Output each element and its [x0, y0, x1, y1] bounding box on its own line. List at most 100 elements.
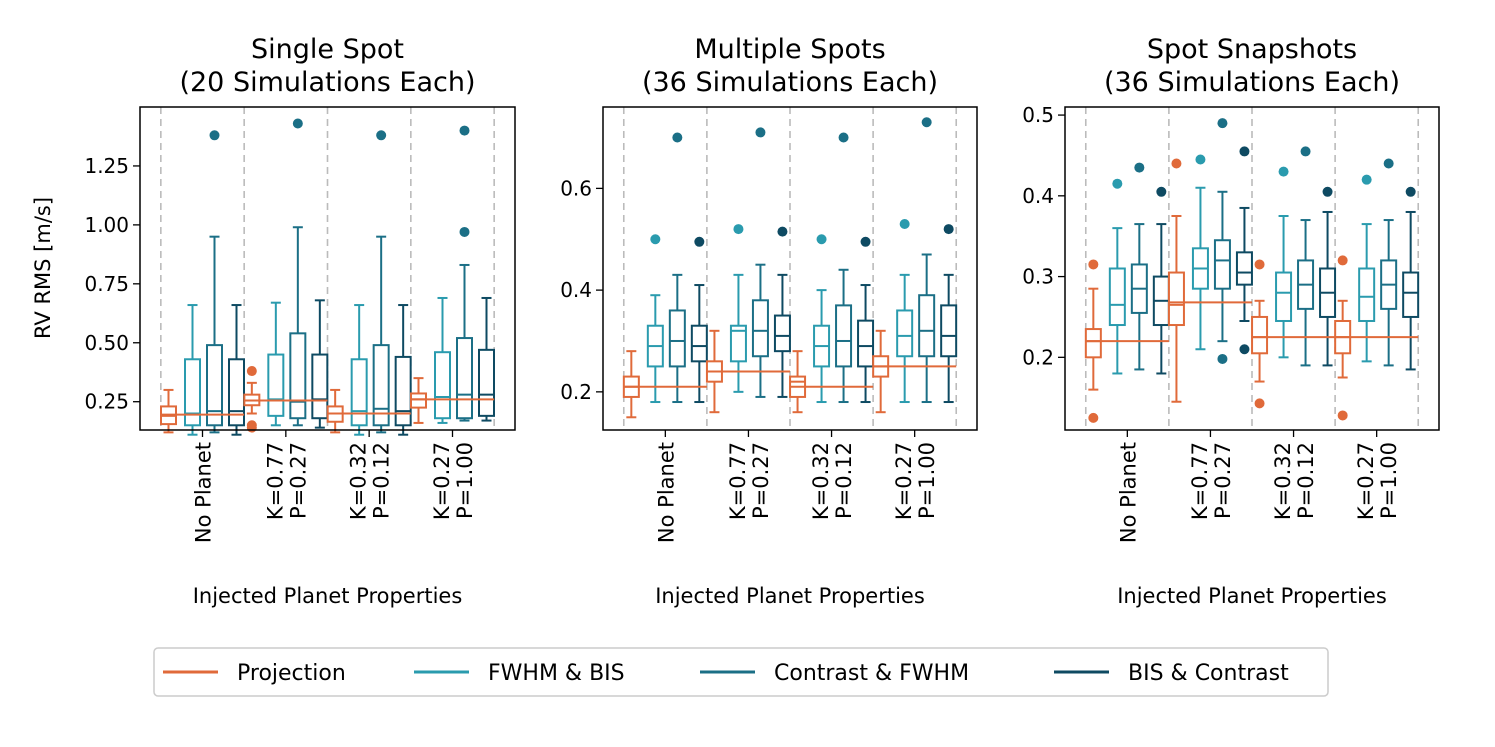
box-1	[1084, 259, 1102, 423]
box-body	[311, 353, 329, 420]
box-3	[1380, 158, 1398, 367]
outlier-point	[672, 132, 683, 143]
outlier-point	[1112, 178, 1123, 189]
y-axis-label: RV RMS [m/s]	[31, 197, 55, 339]
outlier-point	[755, 127, 766, 138]
x-tick-label-line: P=1.00	[453, 442, 477, 519]
box-4	[1402, 186, 1420, 371]
box-body	[410, 392, 427, 409]
outlier-point	[1337, 410, 1348, 421]
box-3	[1213, 118, 1231, 364]
box-3	[668, 132, 686, 404]
panel-1: Single Spot(20 Simulations Each) 0.25 0.50…	[84, 34, 516, 608]
x-tick-label-line: P=0.12	[370, 442, 394, 519]
x-tick-label-line: K=0.77	[726, 442, 750, 520]
x-tick-label: No Planet	[192, 442, 216, 543]
box-body	[206, 344, 223, 427]
panel-title-line: Single Spot	[251, 34, 404, 65]
outlier-point	[1239, 146, 1250, 157]
outlier-point	[1405, 186, 1416, 197]
outlier-point	[1088, 259, 1099, 270]
y-tick-label: 0.25	[84, 390, 129, 414]
outlier-point	[246, 366, 257, 377]
outlier-point	[1171, 158, 1182, 169]
x-tick-label: K=0.27 P=1.00	[430, 442, 477, 520]
box-2	[1275, 166, 1293, 359]
box-body	[267, 353, 285, 417]
outlier-point	[1322, 186, 1333, 197]
axes-frame	[139, 106, 516, 431]
legend-label: Contrast & FWHM	[774, 661, 969, 686]
outlier-point	[376, 130, 387, 141]
outlier-point	[1156, 186, 1167, 197]
box-body	[434, 351, 451, 420]
box-body	[729, 324, 747, 363]
x-tick-label: K=0.77 P=0.27	[263, 442, 310, 520]
outlier-point	[1217, 353, 1228, 364]
panels: Single Spot(20 Simulations Each) 0.25 0.5 0…	[84, 34, 1440, 608]
box-3	[456, 125, 473, 422]
box-body	[1402, 271, 1420, 318]
box-body	[940, 304, 958, 358]
x-tick-label-line: K=0.27	[892, 442, 916, 520]
axes-frame	[1064, 106, 1440, 431]
box-1	[622, 350, 640, 419]
box-1	[410, 377, 427, 424]
x-tick-label: No Planet	[654, 442, 678, 543]
y-tick-label: 0.75	[84, 272, 129, 296]
x-tick-label: K=0.77 P=0.27	[1188, 442, 1235, 520]
y-tick-label: 0.5	[1022, 103, 1054, 127]
panel-title-line: (20 Simulations Each)	[179, 67, 475, 98]
x-tick-label: K=0.27 P=1.00	[1354, 442, 1401, 520]
box-2	[729, 224, 747, 393]
box-4	[311, 299, 329, 429]
box-4	[857, 236, 875, 404]
outlier-point	[838, 132, 849, 143]
axes-frame	[602, 106, 978, 431]
box-body	[350, 358, 368, 427]
x-axis-label: Injected Planet Properties	[1117, 584, 1387, 608]
legend: Projection FWHM & BIS Contrast & FWHM BIS &…	[153, 647, 1329, 697]
box-body	[1167, 271, 1185, 327]
box-body	[372, 344, 390, 427]
outlier-point	[459, 125, 470, 136]
x-tick-label-line: P=0.12	[1294, 442, 1318, 519]
outlier-point	[733, 224, 744, 235]
box-2	[350, 304, 368, 436]
box-2	[896, 218, 914, 404]
outlier-point	[1239, 344, 1250, 355]
x-tick-label-line: K=0.77	[1188, 442, 1212, 520]
x-axis-label: Injected Planet Properties	[655, 584, 925, 608]
box-3	[206, 130, 223, 434]
box-body	[857, 319, 875, 368]
box-2	[1191, 154, 1209, 351]
outlier-point	[816, 234, 827, 245]
box-body	[184, 358, 201, 427]
outlier-point	[694, 236, 705, 247]
box-2	[267, 301, 285, 427]
panel-title-line: (36 Simulations Each)	[642, 67, 938, 98]
x-tick-label-line: K=0.32	[1271, 442, 1295, 520]
outlier-point	[650, 234, 661, 245]
y-tick-label: 1.00	[84, 213, 129, 237]
box-2	[434, 296, 451, 424]
box-body	[1235, 251, 1253, 286]
x-tick-label: K=0.77 P=0.27	[726, 442, 773, 520]
legend-label: Projection	[237, 661, 346, 686]
y-tick-label: 0.4	[1022, 184, 1054, 208]
box-body	[394, 355, 412, 427]
x-tick-label: No Planet	[1116, 442, 1140, 543]
x-tick-label-line: K=0.77	[263, 442, 287, 520]
x-tick-label-line: P=0.12	[832, 442, 856, 519]
box-2	[813, 234, 831, 404]
box-body	[773, 314, 791, 353]
outlier-point	[459, 226, 470, 237]
box-4	[940, 224, 958, 404]
box-body	[1108, 267, 1126, 327]
outlier-point	[1088, 412, 1099, 423]
x-tick-label-line: No Planet	[1116, 442, 1140, 543]
outlier-point	[209, 130, 220, 141]
box-3	[1297, 146, 1315, 367]
legend-label: BIS & Contrast	[1128, 661, 1289, 686]
box-body	[668, 309, 686, 368]
